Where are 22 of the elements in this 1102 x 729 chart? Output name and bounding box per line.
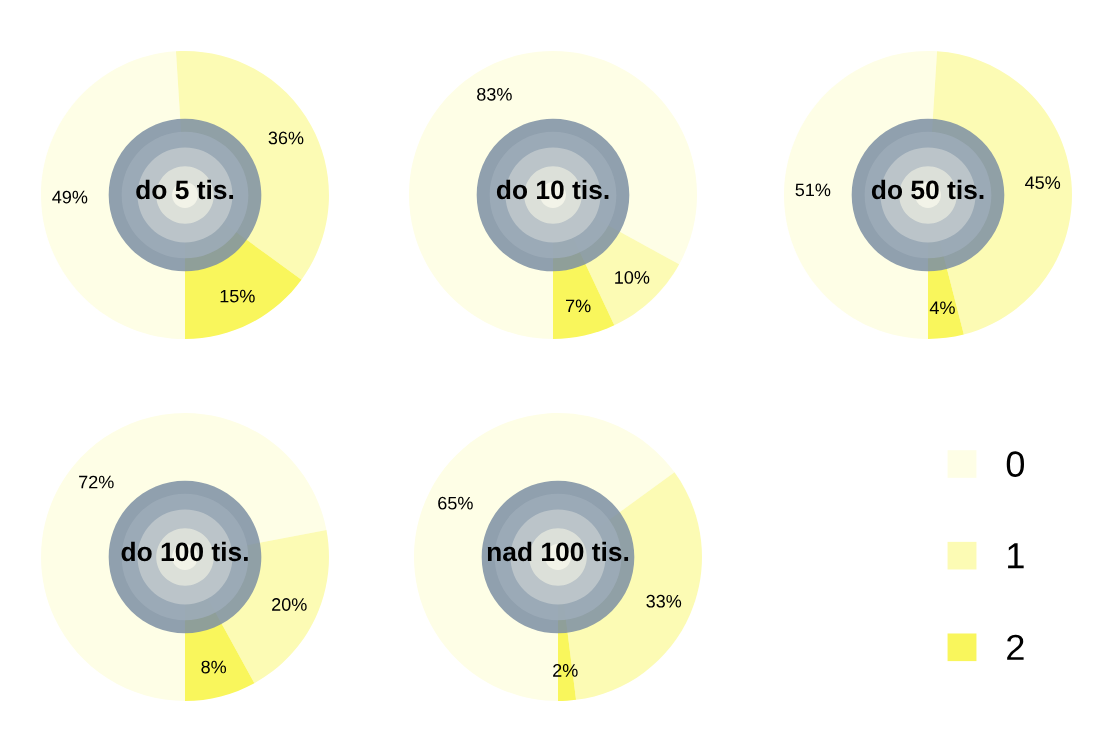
data-label: 10% — [615, 271, 650, 284]
data-label: 33% — [646, 594, 682, 608]
data-label: 45% — [1025, 176, 1061, 190]
data-label: 83% — [477, 87, 512, 101]
data-label: 4% — [929, 301, 955, 315]
text: nad 100 tis. — [487, 541, 629, 562]
data-label: 15% — [220, 289, 255, 303]
data-label: 65% — [438, 496, 473, 510]
data-label: 7% — [566, 299, 591, 313]
legend-label: 0 — [1006, 451, 1025, 477]
data-label: 51% — [795, 183, 831, 197]
text: do 50 tis. — [871, 179, 984, 200]
legend-label: 2 — [1007, 634, 1024, 660]
data-label: 72% — [79, 475, 114, 489]
text: do 10 tis. — [496, 179, 609, 200]
text: do 5 tis. — [136, 179, 234, 200]
legend-label: 1 — [1008, 543, 1024, 569]
data-label: 49% — [52, 190, 88, 204]
text: do 100 tis. — [121, 541, 248, 562]
data-label: 20% — [272, 598, 307, 611]
data-label: 36% — [268, 131, 304, 145]
data-label: 8% — [201, 660, 227, 674]
